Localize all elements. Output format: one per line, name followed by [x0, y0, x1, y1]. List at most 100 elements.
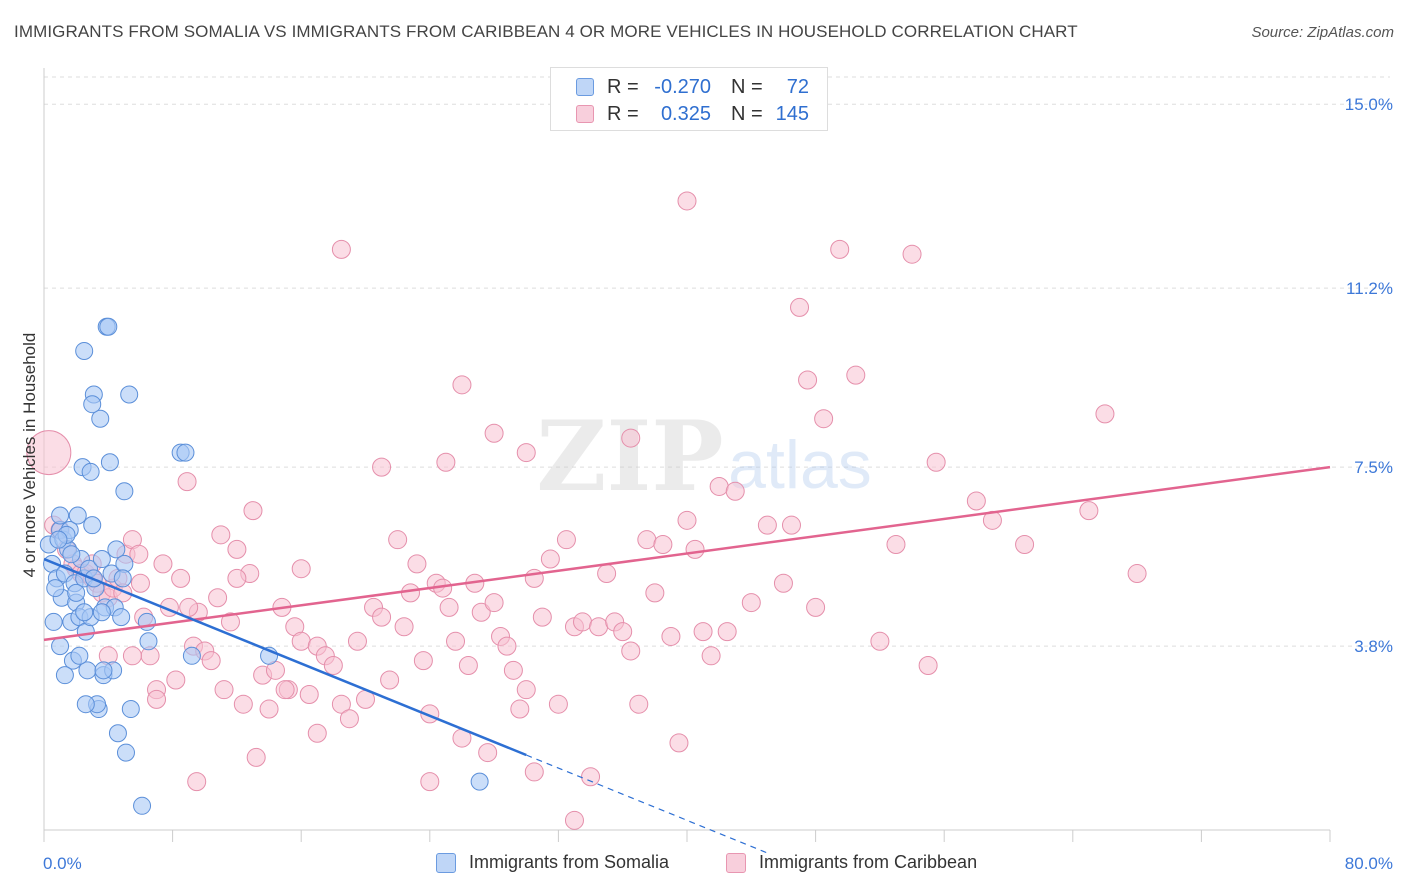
somalia-point	[62, 545, 81, 564]
caribbean-point	[26, 430, 72, 476]
tick-labels: 3.8% 7.5% 11.2% 15.0% 0.0% 80.0%	[43, 95, 1393, 873]
caribbean-point	[171, 568, 191, 588]
caribbean-point	[709, 476, 729, 496]
correlation-legend: R = -0.270 N = 72 R = 0.325 N = 145	[550, 67, 828, 131]
somalia-point	[55, 666, 74, 685]
caribbean-point	[798, 370, 818, 390]
somalia-point	[91, 409, 110, 428]
caribbean-point	[677, 191, 697, 211]
x-tick-label-max: 80.0%	[1345, 854, 1393, 873]
caribbean-point	[211, 525, 231, 545]
caribbean-point	[291, 559, 311, 579]
caribbean-points	[26, 191, 1147, 830]
caribbean-point	[790, 297, 810, 317]
n-label: N =	[731, 75, 763, 98]
legend-item-somalia: Immigrants from Somalia	[436, 852, 669, 873]
caribbean-point	[227, 539, 247, 559]
caribbean-point	[401, 583, 421, 603]
caribbean-point	[677, 510, 697, 530]
watermark-zip: ZIP	[536, 400, 723, 513]
caribbean-point	[497, 636, 517, 656]
r-label: R =	[607, 102, 639, 125]
caribbean-point	[323, 655, 343, 675]
somalia-point	[116, 743, 135, 762]
caribbean-point	[621, 428, 641, 448]
caribbean-point	[966, 491, 986, 511]
somalia-swatch	[436, 852, 456, 873]
somalia-point	[182, 646, 201, 665]
caribbean-point	[806, 597, 826, 617]
somalia-point	[176, 443, 195, 462]
x-tick-label-min: 0.0%	[43, 854, 82, 873]
caribbean-point	[510, 699, 530, 719]
somalia-point	[51, 637, 70, 656]
caribbean-point	[717, 622, 737, 642]
caribbean-point	[446, 631, 466, 651]
caribbean-point	[147, 689, 167, 709]
caribbean-point	[540, 549, 560, 569]
caribbean-point	[394, 617, 414, 637]
caribbean-point	[122, 646, 142, 666]
caribbean-point	[243, 501, 263, 521]
caribbean-point	[372, 607, 392, 627]
caribbean-point	[1095, 404, 1115, 424]
watermark: ZIP atlas	[536, 400, 871, 513]
caribbean-point	[439, 597, 459, 617]
caribbean-point	[299, 685, 319, 705]
caribbean-point	[331, 239, 351, 259]
caribbean-point	[484, 593, 504, 613]
caribbean-point	[685, 539, 705, 559]
caribbean-point	[372, 457, 392, 477]
legend-row-somalia: R = -0.270 N = 72	[576, 74, 809, 100]
trend-lines	[43, 465, 1331, 854]
caribbean-point	[564, 810, 584, 830]
caribbean-point	[870, 631, 890, 651]
caribbean-point	[532, 607, 552, 627]
caribbean-swatch	[576, 105, 594, 123]
caribbean-point	[773, 573, 793, 593]
chart-title: IMMIGRANTS FROM SOMALIA VS IMMIGRANTS FR…	[14, 22, 1078, 41]
caribbean-point	[918, 655, 938, 675]
caribbean-point	[380, 670, 400, 690]
caribbean-point	[407, 554, 427, 574]
caribbean-point	[227, 568, 247, 588]
somalia-point	[107, 540, 126, 559]
caribbean-point	[153, 554, 173, 574]
somalia-point	[99, 317, 118, 336]
somalia-trend-line	[43, 557, 527, 757]
gridlines	[44, 76, 1390, 647]
caribbean-point	[452, 375, 472, 395]
source-note: Source: ZipAtlas.com	[1251, 24, 1394, 41]
caribbean-point	[275, 680, 295, 700]
watermark-atlas: atlas	[728, 427, 872, 503]
caribbean-point	[653, 535, 673, 555]
caribbean-point	[179, 597, 199, 617]
somalia-point	[81, 462, 100, 481]
y-tick-label: 3.8%	[1354, 637, 1393, 656]
caribbean-point	[129, 544, 149, 564]
caribbean-point	[846, 365, 866, 385]
caribbean-point	[347, 631, 367, 651]
caribbean-point	[177, 472, 197, 492]
caribbean-point	[637, 530, 657, 550]
caribbean-point	[621, 641, 641, 661]
caribbean-point	[548, 694, 568, 714]
somalia-point	[46, 579, 65, 598]
caribbean-point	[573, 612, 593, 632]
caribbean-point	[478, 743, 498, 763]
caribbean-point	[725, 481, 745, 501]
caribbean-point	[661, 626, 681, 646]
caribbean-point	[629, 694, 649, 714]
somalia-point	[83, 516, 102, 535]
caribbean-point	[436, 452, 456, 472]
somalia-point	[44, 612, 63, 631]
somalia-point	[76, 695, 95, 714]
caribbean-point	[581, 767, 601, 787]
caribbean-point	[201, 651, 221, 671]
caribbean-point	[420, 772, 440, 792]
caribbean-point	[669, 733, 689, 753]
y-tick-label: 7.5%	[1354, 458, 1393, 477]
caribbean-trend-line	[43, 465, 1331, 642]
somalia-point	[133, 796, 152, 815]
